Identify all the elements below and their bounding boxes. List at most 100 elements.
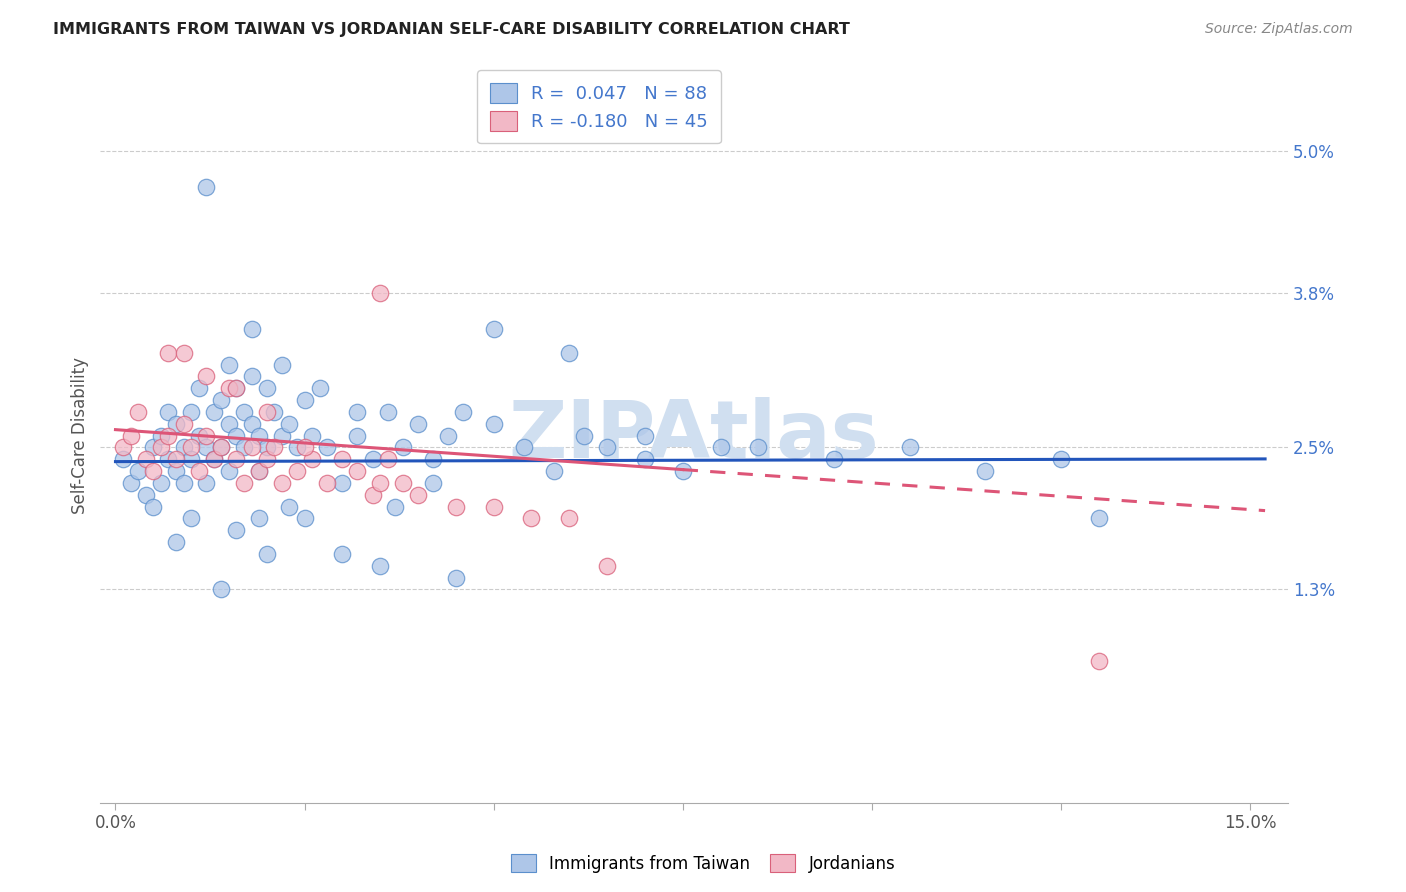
Point — [384, 500, 406, 514]
Point — [157, 452, 180, 467]
Point — [377, 452, 399, 467]
Point — [202, 452, 225, 467]
Point — [112, 441, 135, 455]
Point — [543, 464, 565, 478]
Point — [225, 381, 247, 395]
Point — [437, 428, 460, 442]
Point — [294, 392, 316, 407]
Point — [233, 405, 256, 419]
Point — [482, 322, 505, 336]
Point — [142, 464, 165, 478]
Point — [482, 500, 505, 514]
Point — [444, 571, 467, 585]
Point — [173, 475, 195, 490]
Point — [180, 405, 202, 419]
Point — [301, 452, 323, 467]
Point — [202, 405, 225, 419]
Point — [263, 405, 285, 419]
Point — [209, 441, 232, 455]
Point — [187, 381, 209, 395]
Point — [240, 322, 263, 336]
Point — [195, 428, 218, 442]
Text: IMMIGRANTS FROM TAIWAN VS JORDANIAN SELF-CARE DISABILITY CORRELATION CHART: IMMIGRANTS FROM TAIWAN VS JORDANIAN SELF… — [53, 22, 851, 37]
Point — [634, 452, 657, 467]
Point — [233, 475, 256, 490]
Point — [165, 452, 187, 467]
Point — [225, 523, 247, 537]
Point — [747, 441, 769, 455]
Point — [361, 452, 384, 467]
Point — [187, 464, 209, 478]
Point — [209, 392, 232, 407]
Point — [285, 441, 308, 455]
Legend: Immigrants from Taiwan, Jordanians: Immigrants from Taiwan, Jordanians — [505, 847, 901, 880]
Point — [135, 488, 157, 502]
Point — [332, 452, 354, 467]
Point — [127, 405, 149, 419]
Point — [247, 428, 270, 442]
Point — [209, 582, 232, 597]
Point — [240, 417, 263, 431]
Point — [247, 464, 270, 478]
Point — [596, 441, 619, 455]
Point — [195, 180, 218, 194]
Point — [180, 452, 202, 467]
Point — [308, 381, 330, 395]
Point — [165, 535, 187, 549]
Point — [406, 488, 429, 502]
Point — [209, 441, 232, 455]
Point — [218, 417, 240, 431]
Point — [157, 345, 180, 359]
Point — [149, 475, 172, 490]
Point — [142, 500, 165, 514]
Point — [346, 428, 368, 442]
Point — [301, 428, 323, 442]
Point — [453, 405, 475, 419]
Point — [256, 547, 278, 561]
Point — [520, 511, 543, 525]
Point — [149, 441, 172, 455]
Point — [240, 441, 263, 455]
Point — [149, 428, 172, 442]
Point — [346, 405, 368, 419]
Point — [233, 441, 256, 455]
Point — [127, 464, 149, 478]
Point — [165, 417, 187, 431]
Point — [135, 452, 157, 467]
Point — [157, 428, 180, 442]
Point — [422, 475, 444, 490]
Point — [270, 428, 292, 442]
Point — [596, 558, 619, 573]
Point — [218, 381, 240, 395]
Y-axis label: Self-Care Disability: Self-Care Disability — [72, 357, 89, 514]
Point — [195, 475, 218, 490]
Point — [202, 452, 225, 467]
Point — [120, 475, 142, 490]
Point — [142, 441, 165, 455]
Point — [256, 452, 278, 467]
Point — [112, 452, 135, 467]
Point — [256, 381, 278, 395]
Point — [368, 286, 391, 301]
Point — [240, 369, 263, 384]
Point — [377, 405, 399, 419]
Point — [270, 475, 292, 490]
Point — [247, 511, 270, 525]
Point — [672, 464, 695, 478]
Point — [823, 452, 845, 467]
Point — [157, 405, 180, 419]
Point — [316, 475, 339, 490]
Point — [974, 464, 997, 478]
Point — [574, 428, 596, 442]
Point — [225, 381, 247, 395]
Point — [368, 475, 391, 490]
Point — [361, 488, 384, 502]
Point — [422, 452, 444, 467]
Point — [558, 511, 581, 525]
Point — [173, 441, 195, 455]
Point — [180, 441, 202, 455]
Point — [247, 464, 270, 478]
Point — [195, 441, 218, 455]
Point — [180, 511, 202, 525]
Point — [392, 441, 415, 455]
